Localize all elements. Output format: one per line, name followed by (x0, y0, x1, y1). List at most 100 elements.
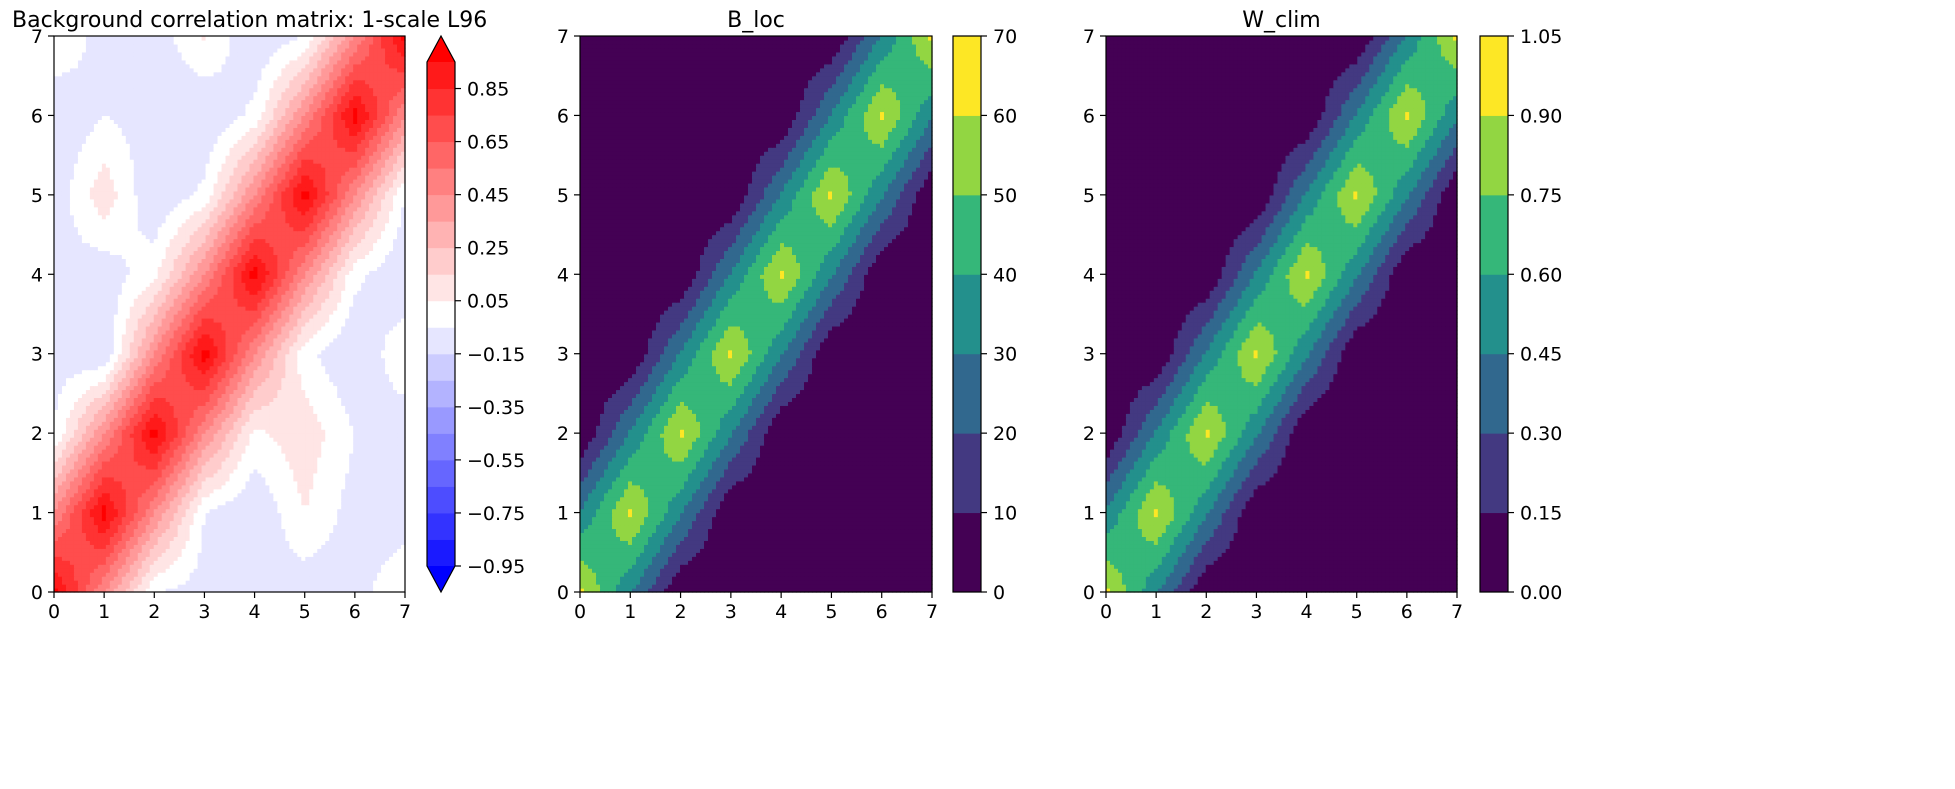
contour-cell (325, 509, 330, 514)
contour-cell (301, 509, 306, 514)
contour-cell (98, 548, 103, 553)
contour-cell (222, 572, 227, 577)
contour-cell (102, 461, 107, 466)
contour-cell (353, 481, 358, 486)
contour-cell (365, 556, 370, 561)
contour-cell (74, 548, 79, 553)
contour-cell (86, 461, 91, 466)
contour-cell (134, 469, 139, 474)
contour-cell (66, 493, 71, 498)
contour-cell (281, 481, 286, 486)
contour-cell (66, 576, 71, 581)
contour-cell (122, 544, 127, 549)
contour-cell (90, 505, 95, 510)
contour-cell (369, 521, 374, 526)
contour-cell (253, 461, 258, 466)
contour-cell (142, 493, 147, 498)
contour-cell (321, 469, 326, 474)
contour-cell (353, 540, 358, 545)
contour-cell (174, 540, 179, 545)
contour-cell (329, 544, 334, 549)
contour-cell (182, 544, 187, 549)
contour-cell (70, 568, 75, 573)
contour-cell (317, 489, 322, 494)
contour-cell (222, 536, 227, 541)
contour-cell (345, 509, 350, 514)
contour-cell (62, 509, 67, 514)
contour-cell (74, 536, 79, 541)
contour-cell (373, 461, 378, 466)
contour-cell (110, 493, 115, 498)
contour-cell (373, 477, 378, 482)
contour-cell (253, 580, 258, 585)
contour-cell (222, 568, 227, 573)
contour-cell (333, 509, 338, 514)
contour-cell (138, 501, 143, 506)
contour-cell (90, 568, 95, 573)
contour-cell (74, 465, 79, 470)
contour-cell (170, 524, 175, 529)
contour-cell (233, 560, 238, 565)
contour-cell (158, 481, 163, 486)
contour-cell (237, 509, 242, 514)
contour-cell (337, 528, 342, 533)
contour-cell (110, 489, 115, 494)
contour-cell (261, 524, 266, 529)
contour-cell (214, 544, 219, 549)
contour-cell (222, 497, 227, 502)
contour-cell (102, 528, 107, 533)
contour-cell (297, 457, 302, 462)
contour-cell (285, 517, 290, 522)
contour-cell (186, 540, 191, 545)
contour-cell (261, 584, 266, 589)
contour-cell (146, 548, 151, 553)
contour-cell (353, 485, 358, 490)
contour-cell (305, 497, 310, 502)
contour-cell (257, 505, 262, 510)
contour-cell (253, 493, 258, 498)
contour-cell (142, 521, 147, 526)
contour-cell (74, 517, 79, 522)
contour-cell (150, 532, 155, 537)
contour-cell (226, 560, 231, 565)
contour-cell (186, 493, 191, 498)
contour-cell (253, 497, 258, 502)
contour-cell (333, 556, 338, 561)
contour-cell (74, 568, 79, 573)
contour-cell (70, 461, 75, 466)
contour-cell (226, 469, 231, 474)
contour-cell (309, 469, 314, 474)
contour-cell (54, 536, 59, 541)
contour-cell (321, 568, 326, 573)
contour-cell (385, 461, 390, 466)
contour-cell (369, 528, 374, 533)
contour-cell (150, 501, 155, 506)
contour-cell (210, 465, 215, 470)
contour-cell (273, 489, 278, 494)
contour-cell (237, 564, 242, 569)
contour-cell (90, 517, 95, 522)
contour-cell (265, 493, 270, 498)
contour-cell (261, 556, 266, 561)
contour-cell (130, 568, 135, 573)
contour-cell (317, 497, 322, 502)
contour-cell (385, 517, 390, 522)
contour-cell (126, 540, 131, 545)
contour-cell (397, 517, 402, 522)
contour-cell (118, 501, 123, 506)
contour-cell (130, 469, 135, 474)
contour-cell (305, 513, 310, 518)
contour-cell (226, 489, 231, 494)
contour-cell (301, 528, 306, 533)
contour-cell (122, 580, 127, 585)
contour-cell (341, 469, 346, 474)
contour-cell (325, 556, 330, 561)
contour-cell (321, 548, 326, 553)
contour-cell (357, 548, 362, 553)
contour-cell (58, 552, 63, 557)
contour-cell (261, 485, 266, 490)
contour-cell (58, 568, 63, 573)
contour-cell (110, 580, 115, 585)
contour-cell (194, 461, 199, 466)
contour-cell (305, 481, 310, 486)
